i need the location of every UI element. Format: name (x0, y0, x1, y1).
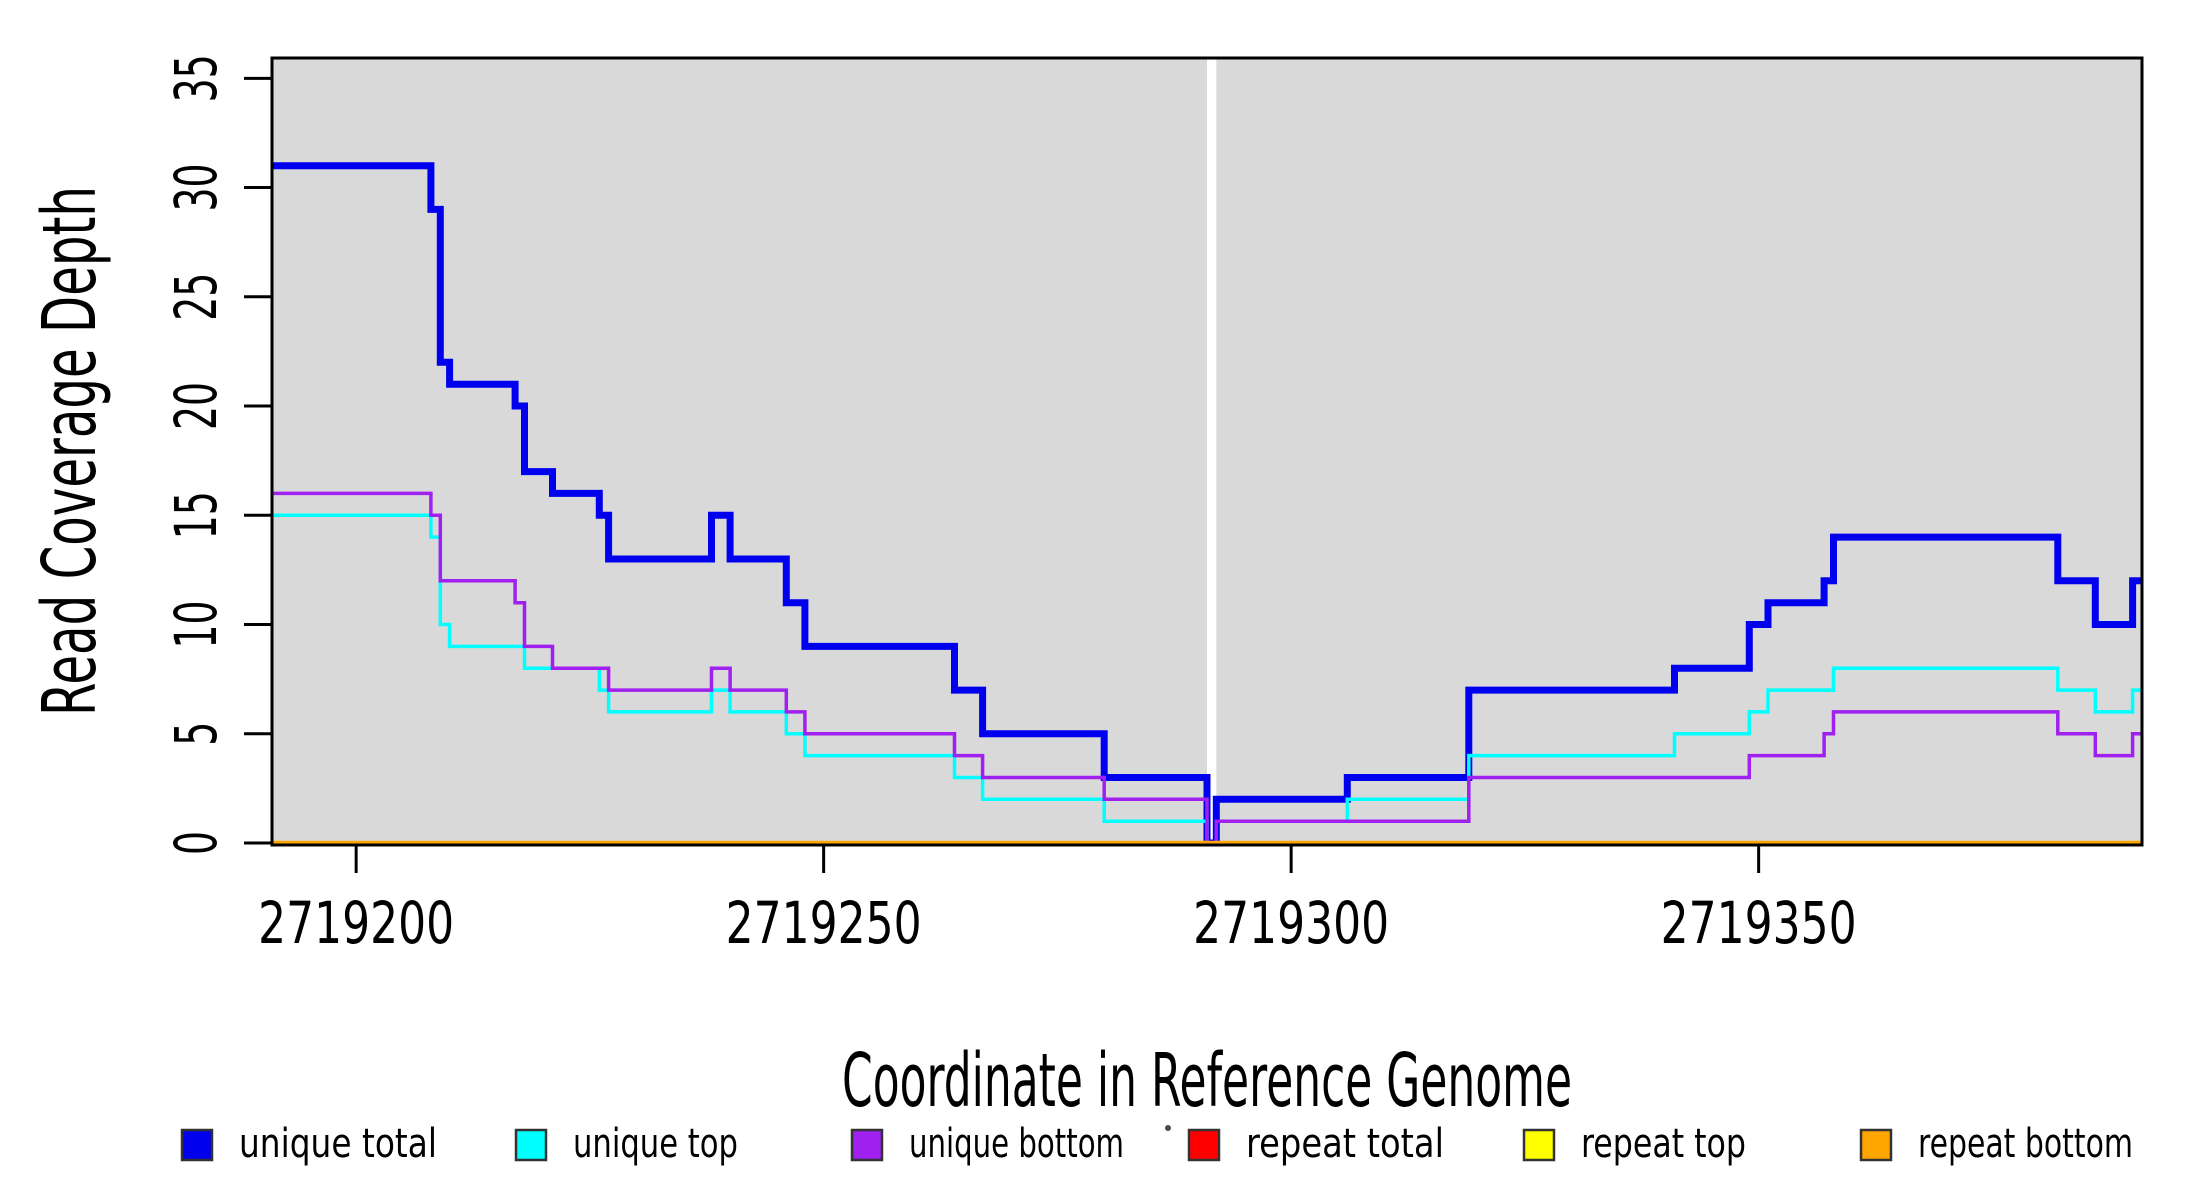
legend-swatch-repeat-top (1522, 1128, 1556, 1162)
y-tick-label: 15 (162, 491, 230, 539)
legend-label-unique-bottom: unique bottom (909, 1121, 1124, 1167)
series-layer (272, 162, 2142, 847)
legend-label-unique-top: unique top (573, 1121, 738, 1167)
plot-frame (270, 56, 2144, 847)
gap-band-layer (1207, 59, 1217, 844)
y-axis-title: Read Coverage Depth (27, 186, 113, 716)
x-tick-label: 2719200 (258, 889, 454, 957)
y-axis: 0 5 10 15 20 25 30 35 (162, 54, 272, 855)
x-axis-title: Coordinate in Reference Genome (842, 1038, 1572, 1124)
x-tick-label: 2719350 (1661, 889, 1857, 957)
legend-label-unique-total: unique total (239, 1121, 437, 1167)
legend: unique total unique top unique bottom repea… (180, 1121, 2133, 1167)
y-tick-label: 5 (162, 722, 230, 746)
series-unique-top (272, 513, 2142, 845)
legend-swatch-repeat-bottom (1859, 1128, 1893, 1162)
y-tick-label: 0 (162, 831, 230, 855)
x-axis: 2719200 2719250 2719300 2719350 (258, 845, 1857, 957)
legend-swatch-repeat-total (1187, 1128, 1221, 1162)
legend-label-repeat-bottom: repeat bottom (1918, 1121, 2133, 1167)
legend-swatch-unique-bottom (850, 1128, 884, 1162)
gap-band (1207, 59, 1217, 844)
series-unique-bottom (272, 491, 2142, 845)
x-tick-label: 2719300 (1193, 889, 1389, 957)
y-tick-label: 35 (162, 54, 230, 102)
legend-swatch-unique-top (514, 1128, 548, 1162)
legend-swatch-unique-total (180, 1128, 214, 1162)
y-tick-label: 20 (162, 382, 230, 430)
series-unique-total (272, 162, 2142, 847)
y-tick-label: 25 (162, 273, 230, 321)
x-tick-label: 2719250 (726, 889, 922, 957)
y-tick-label: 10 (162, 601, 230, 649)
legend-label-repeat-top: repeat top (1581, 1121, 1746, 1167)
legend-label-repeat-total: repeat total (1246, 1121, 1444, 1167)
y-tick-label: 30 (162, 164, 230, 212)
stray-dot-mark (1165, 1125, 1171, 1131)
